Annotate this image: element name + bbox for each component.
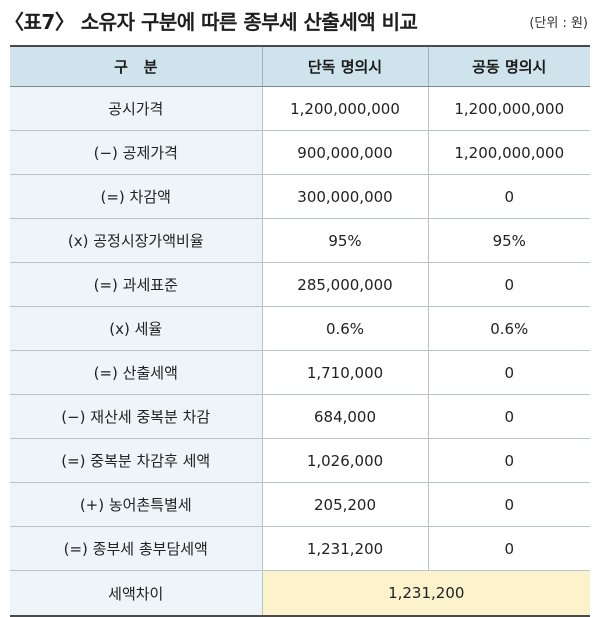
row-label: (=) 차감액 <box>10 174 262 219</box>
sole-value: 684,000 <box>261 394 428 439</box>
row-label: (=) 종부세 총부담세액 <box>10 526 262 571</box>
sole-value: 95% <box>261 218 428 263</box>
joint-value: 0 <box>427 438 590 483</box>
row-label: 공시가격 <box>10 86 262 131</box>
row-label: (−) 재산세 중복분 차감 <box>10 394 262 439</box>
table-row: (=) 산출세액 1,710,000 0 <box>10 350 590 395</box>
joint-value: 1,200,000,000 <box>427 130 590 175</box>
joint-value: 0 <box>427 394 590 439</box>
sole-value: 285,000,000 <box>261 262 428 307</box>
joint-value: 95% <box>427 218 590 263</box>
table-row: (−) 재산세 중복분 차감 684,000 0 <box>10 394 590 439</box>
table-row: (−) 공제가격 900,000,000 1,200,000,000 <box>10 130 590 175</box>
sole-value: 0.6% <box>261 306 428 351</box>
total-row: 세액차이 1,231,200 <box>10 570 590 617</box>
row-label: (+) 농어촌특별세 <box>10 482 262 527</box>
row-label: (x) 공정시장가액비율 <box>10 218 262 263</box>
row-label: (=) 중복분 차감후 세액 <box>10 438 262 483</box>
table-title: 〈표7〉 소유자 구분에 따른 종부세 산출세액 비교 <box>4 10 418 34</box>
table-row: (=) 종부세 총부담세액 1,231,200 0 <box>10 526 590 571</box>
sole-value: 1,710,000 <box>261 350 428 395</box>
joint-value: 0.6% <box>427 306 590 351</box>
joint-value: 1,200,000,000 <box>427 86 590 131</box>
sole-value: 1,231,200 <box>261 526 428 571</box>
table-header-row: 구 분 단독 명의시 공동 명의시 <box>10 45 590 87</box>
row-label: (=) 과세표준 <box>10 262 262 307</box>
row-label: (=) 산출세액 <box>10 350 262 395</box>
total-value: 1,231,200 <box>261 570 590 617</box>
table-row: (+) 농어촌특별세 205,200 0 <box>10 482 590 527</box>
row-label: (x) 세율 <box>10 306 262 351</box>
row-label: (−) 공제가격 <box>10 130 262 175</box>
joint-value: 0 <box>427 350 590 395</box>
header-joint-ownership: 공동 명의시 <box>427 45 590 87</box>
header: 〈표7〉 소유자 구분에 따른 종부세 산출세액 비교 (단위 : 원) <box>0 0 600 45</box>
unit-label: (단위 : 원) <box>529 16 588 31</box>
table-row: (x) 세율 0.6% 0.6% <box>10 306 590 351</box>
header-category: 구 분 <box>10 45 262 87</box>
table-row: (=) 차감액 300,000,000 0 <box>10 174 590 219</box>
sole-value: 900,000,000 <box>261 130 428 175</box>
sole-value: 205,200 <box>261 482 428 527</box>
table-row: 공시가격 1,200,000,000 1,200,000,000 <box>10 86 590 131</box>
tax-comparison-table: 구 분 단독 명의시 공동 명의시 공시가격 1,200,000,000 1,2… <box>10 45 590 617</box>
joint-value: 0 <box>427 174 590 219</box>
sole-value: 1,200,000,000 <box>261 86 428 131</box>
joint-value: 0 <box>427 482 590 527</box>
sole-value: 300,000,000 <box>261 174 428 219</box>
table-row: (=) 과세표준 285,000,000 0 <box>10 262 590 307</box>
joint-value: 0 <box>427 526 590 571</box>
total-label: 세액차이 <box>10 570 262 617</box>
header-sole-ownership: 단독 명의시 <box>261 45 428 87</box>
joint-value: 0 <box>427 262 590 307</box>
table-row: (=) 중복분 차감후 세액 1,026,000 0 <box>10 438 590 483</box>
table-row: (x) 공정시장가액비율 95% 95% <box>10 218 590 263</box>
sole-value: 1,026,000 <box>261 438 428 483</box>
